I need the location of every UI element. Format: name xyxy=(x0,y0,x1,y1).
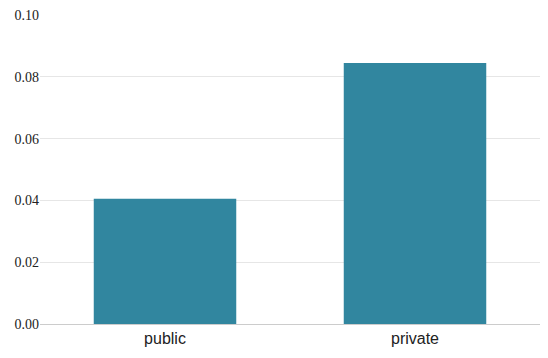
svg-text:0.10: 0.10 xyxy=(15,8,40,23)
svg-text:0.06: 0.06 xyxy=(15,132,40,147)
svg-text:0.02: 0.02 xyxy=(15,255,40,270)
svg-text:0.04: 0.04 xyxy=(15,193,40,208)
svg-text:public: public xyxy=(144,330,186,347)
svg-text:private: private xyxy=(391,330,439,347)
svg-text:0.00: 0.00 xyxy=(15,317,40,332)
svg-text:0.08: 0.08 xyxy=(15,70,40,85)
